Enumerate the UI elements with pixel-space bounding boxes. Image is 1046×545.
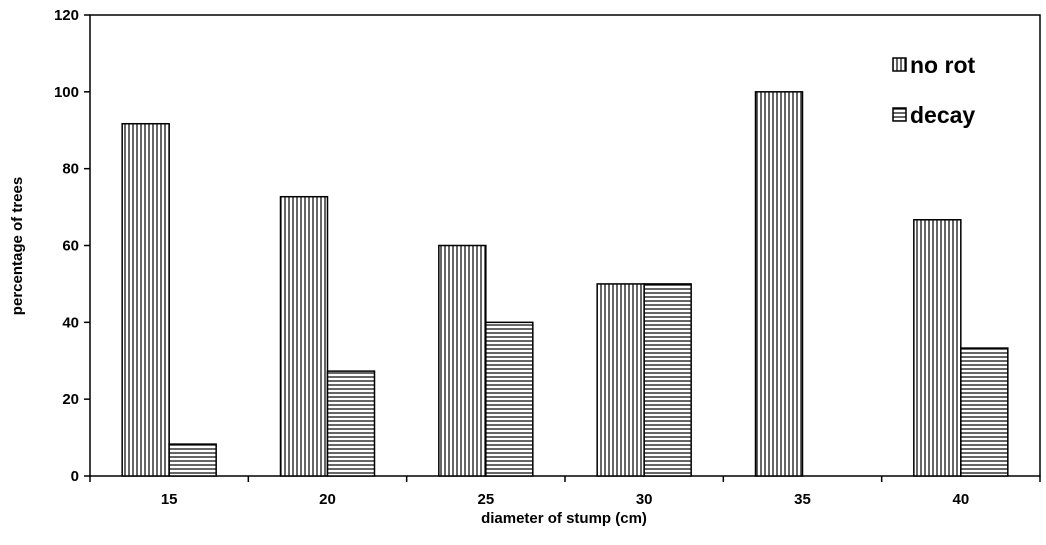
bar-no-rot-30: [597, 284, 644, 476]
x-tick-label: 30: [636, 491, 653, 508]
x-axis-title: diameter of stump (cm): [481, 510, 647, 527]
bar-decay-15: [169, 444, 216, 476]
bar-no-rot-35: [756, 92, 803, 476]
bar-decay-30: [644, 284, 691, 476]
legend-swatch-decay: [893, 108, 906, 121]
bar-no-rot-40: [914, 220, 961, 476]
y-tick-label: 40: [62, 314, 79, 331]
legend-label-no-rot: no rot: [910, 52, 975, 78]
y-tick-label: 20: [62, 391, 79, 408]
x-tick-label: 35: [794, 491, 811, 508]
bar-decay-40: [961, 348, 1008, 476]
bar-no-rot-25: [439, 246, 486, 477]
y-tick-label: 120: [54, 7, 79, 24]
x-tick-label: 20: [319, 491, 336, 508]
y-tick-label: 60: [62, 238, 79, 255]
x-axis: 15 20 25 30 35 40: [90, 476, 1040, 508]
x-tick-label: 15: [161, 491, 178, 508]
bars: [122, 92, 1008, 476]
y-tick-label: 80: [62, 161, 79, 178]
plot-area: [90, 15, 1040, 476]
y-axis-title: percentage of trees: [9, 177, 26, 315]
legend-swatch-no-rot: [893, 58, 906, 71]
bar-no-rot-15: [122, 124, 169, 476]
y-axis: 0 20 40 60 80 100 120: [54, 7, 90, 485]
x-tick-label: 25: [477, 491, 494, 508]
legend: no rot decay: [893, 52, 975, 128]
y-tick-label: 100: [54, 84, 79, 101]
bar-decay-20: [328, 371, 375, 476]
bar-decay-25: [486, 322, 533, 476]
y-tick-label: 0: [71, 468, 79, 485]
legend-label-decay: decay: [910, 102, 975, 128]
bar-no-rot-20: [281, 197, 328, 476]
x-tick-label: 40: [952, 491, 969, 508]
